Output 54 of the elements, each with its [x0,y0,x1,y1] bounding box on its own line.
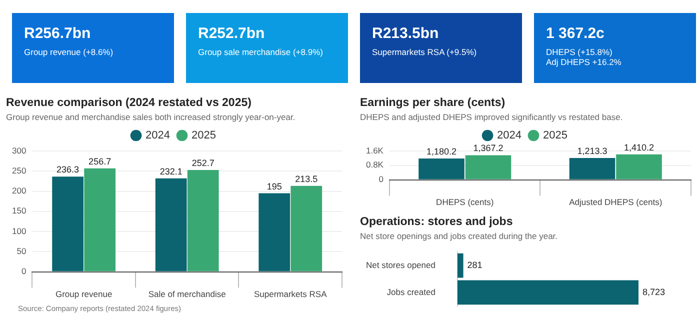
data-label: 8,723 [642,286,666,297]
bar [258,193,290,272]
x-tick-label: Supermarkets RSA [254,289,328,300]
x-tick-label: Sale of merchandise [148,289,226,300]
chart-subtitle: Net store openings and jobs created during the year. [360,231,559,241]
text: R252.7bn [198,25,266,42]
y-tick-label: 200 [12,186,26,196]
data-label: 1,180.2 [426,146,457,157]
y-tick-label: 100 [12,226,26,236]
text: Group sale merchandise (+8.9%) [198,47,324,57]
text: 1 367.2c [546,25,606,42]
bar [84,168,116,272]
data-label: 232.1 [160,166,182,176]
bar [290,186,322,272]
data-label: 252.7 [192,158,214,168]
y-tick-label: 0 [378,174,384,184]
bar [187,170,219,272]
y-tick-label: 0.8K [366,160,384,170]
text: Group revenue (+8.6%) [24,47,114,57]
y-tick-label: 250 [12,165,26,176]
data-label: 1,213.3 [577,146,608,156]
text: DHEPS (+15.8%) [546,47,614,57]
text: R256.7bn [24,25,92,42]
y-tick-label: 1.6K [366,145,384,156]
y-tick-label: 150 [12,206,26,216]
data-label: 256.7 [88,156,112,166]
bar [52,176,84,272]
text: R213.5bn [372,25,440,42]
x-tick-label: Group revenue [55,289,112,300]
text: Supermarkets RSA (+9.5%) [372,47,478,57]
x-tick-label: Adjusted DHEPS (cents) [569,197,662,208]
chart-title: Earnings per share (cents) [360,97,506,109]
legend-label: 2024 [497,130,522,142]
data-label: 236.3 [56,164,80,175]
data-label: 1,410.2 [624,142,654,152]
y-tick-label: Jobs created [386,286,436,297]
data-label: 213.5 [295,174,318,184]
legend-label: 2025 [543,130,568,142]
chart-title: Operations: stores and jobs [360,216,514,228]
legend-label: 2024 [146,130,170,142]
y-tick-label: 0 [21,266,26,276]
x-tick-label: DHEPS (cents) [436,197,494,208]
text: Adj DHEPS +16.2% [546,57,622,67]
y-tick-label: 50 [16,246,26,256]
y-tick-label: 300 [12,145,26,156]
data-label: 195 [266,181,282,192]
chart-subtitle: Group revenue and merchandise sales both increased strongly year-on-year. [6,112,296,122]
chart-title: Revenue comparison (2024 restated vs 2025) [6,97,252,109]
legend-label: 2025 [192,130,216,142]
bar [155,178,187,272]
data-label: 281 [467,260,482,270]
data-label: 1,367.2 [473,143,504,154]
chart-subtitle: DHEPS and adjusted DHEPS improved significantly vs restated base. [360,112,624,122]
y-tick-label: Net stores opened [366,260,436,270]
